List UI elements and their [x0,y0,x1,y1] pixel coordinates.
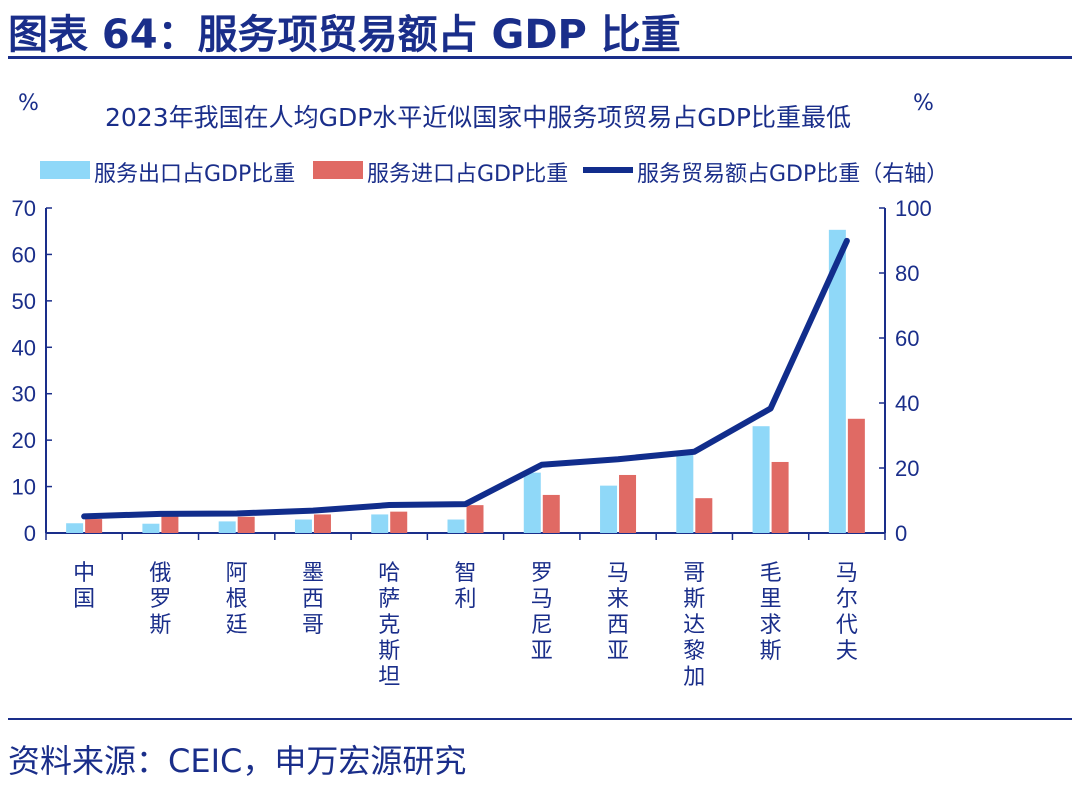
bar-import [466,505,484,533]
axes: 0 10 20 30 40 50 60 70 0 20 40 60 80 100 [12,196,932,546]
y-left-tick-label: 50 [12,289,36,314]
chart-title: 2023年我国在人均GDP水平近似国家中服务项贸易占GDP比重最低 [105,103,851,132]
y-left-tick-label: 0 [24,521,36,546]
title-rule [8,56,1072,59]
category-label: 哥斯达黎加 [683,561,705,690]
bar-export [371,514,389,533]
y-right-unit: % [913,91,934,116]
category-labels: 中国 俄罗斯 阿根廷 墨西哥 哈萨克斯坦 智利 罗马尼亚 马来西亚 哥斯达黎加 毛里求斯 马尔代夫 [73,561,858,690]
bar-import [85,519,103,533]
bar-import [847,418,865,533]
bar-import [237,516,255,533]
bar-import [542,494,560,533]
y-right-tick-label: 60 [895,326,919,351]
bar-export [294,519,312,533]
legend-label-import: 服务进口占GDP比重 [367,162,568,187]
bar-import [390,511,408,533]
chart: 2023年我国在人均GDP水平近似国家中服务项贸易占GDP比重最低 % % 服务… [12,91,949,690]
category-label: 马来西亚 [607,561,629,664]
category-label: 俄罗斯 [149,561,171,638]
category-label: 阿根廷 [226,561,248,638]
category-label: 哈萨克斯坦 [378,561,400,690]
bars [66,229,865,534]
y-left-tick-label: 70 [12,196,36,221]
bar-import [771,461,789,533]
source-note: 资料来源：CEIC，申万宏源研究 [8,742,467,780]
legend-label-total: 服务贸易额占GDP比重（右轴） [637,162,948,187]
legend: 服务出口占GDP比重 服务进口占GDP比重 服务贸易额占GDP比重（右轴） [40,161,948,187]
y-left-tick-label: 20 [12,428,36,453]
bar-export [523,472,541,533]
y-right-tick-label: 20 [895,456,919,481]
y-left-tick-label: 10 [12,475,36,500]
y-left-tick-label: 60 [12,242,36,267]
figure-title: 图表 64：服务项贸易额占 GDP 比重 [8,12,681,58]
bar-import [619,474,637,533]
legend-swatch-import [313,161,363,179]
category-label: 毛里求斯 [760,561,782,664]
bar-export [676,451,694,533]
y-left-unit: % [18,91,39,116]
line-total [81,237,850,520]
bar-export [600,485,618,533]
bar-export [447,519,465,533]
legend-label-export: 服务出口占GDP比重 [94,162,295,187]
bar-import [161,514,179,533]
category-label: 马尔代夫 [836,561,858,664]
category-label: 智利 [454,561,476,612]
bar-import [313,514,331,533]
category-label: 罗马尼亚 [531,561,553,664]
y-left-tick-label: 40 [12,335,36,360]
line-series [81,237,850,520]
y-right-tick-label: 80 [895,261,919,286]
bar-export [66,523,84,533]
y-left-tick-label: 30 [12,382,36,407]
bar-export [752,426,770,533]
category-label: 墨西哥 [302,561,324,638]
bar-export [142,523,160,533]
y-right-tick-label: 40 [895,391,919,416]
bar-export [218,521,236,533]
legend-swatch-export [40,161,90,179]
bar-export [828,229,846,534]
y-right-tick-label: 0 [895,521,907,546]
footer-rule [8,718,1072,720]
bar-import [695,498,713,533]
category-label: 中国 [73,561,95,612]
y-right-tick-label: 100 [895,196,932,221]
